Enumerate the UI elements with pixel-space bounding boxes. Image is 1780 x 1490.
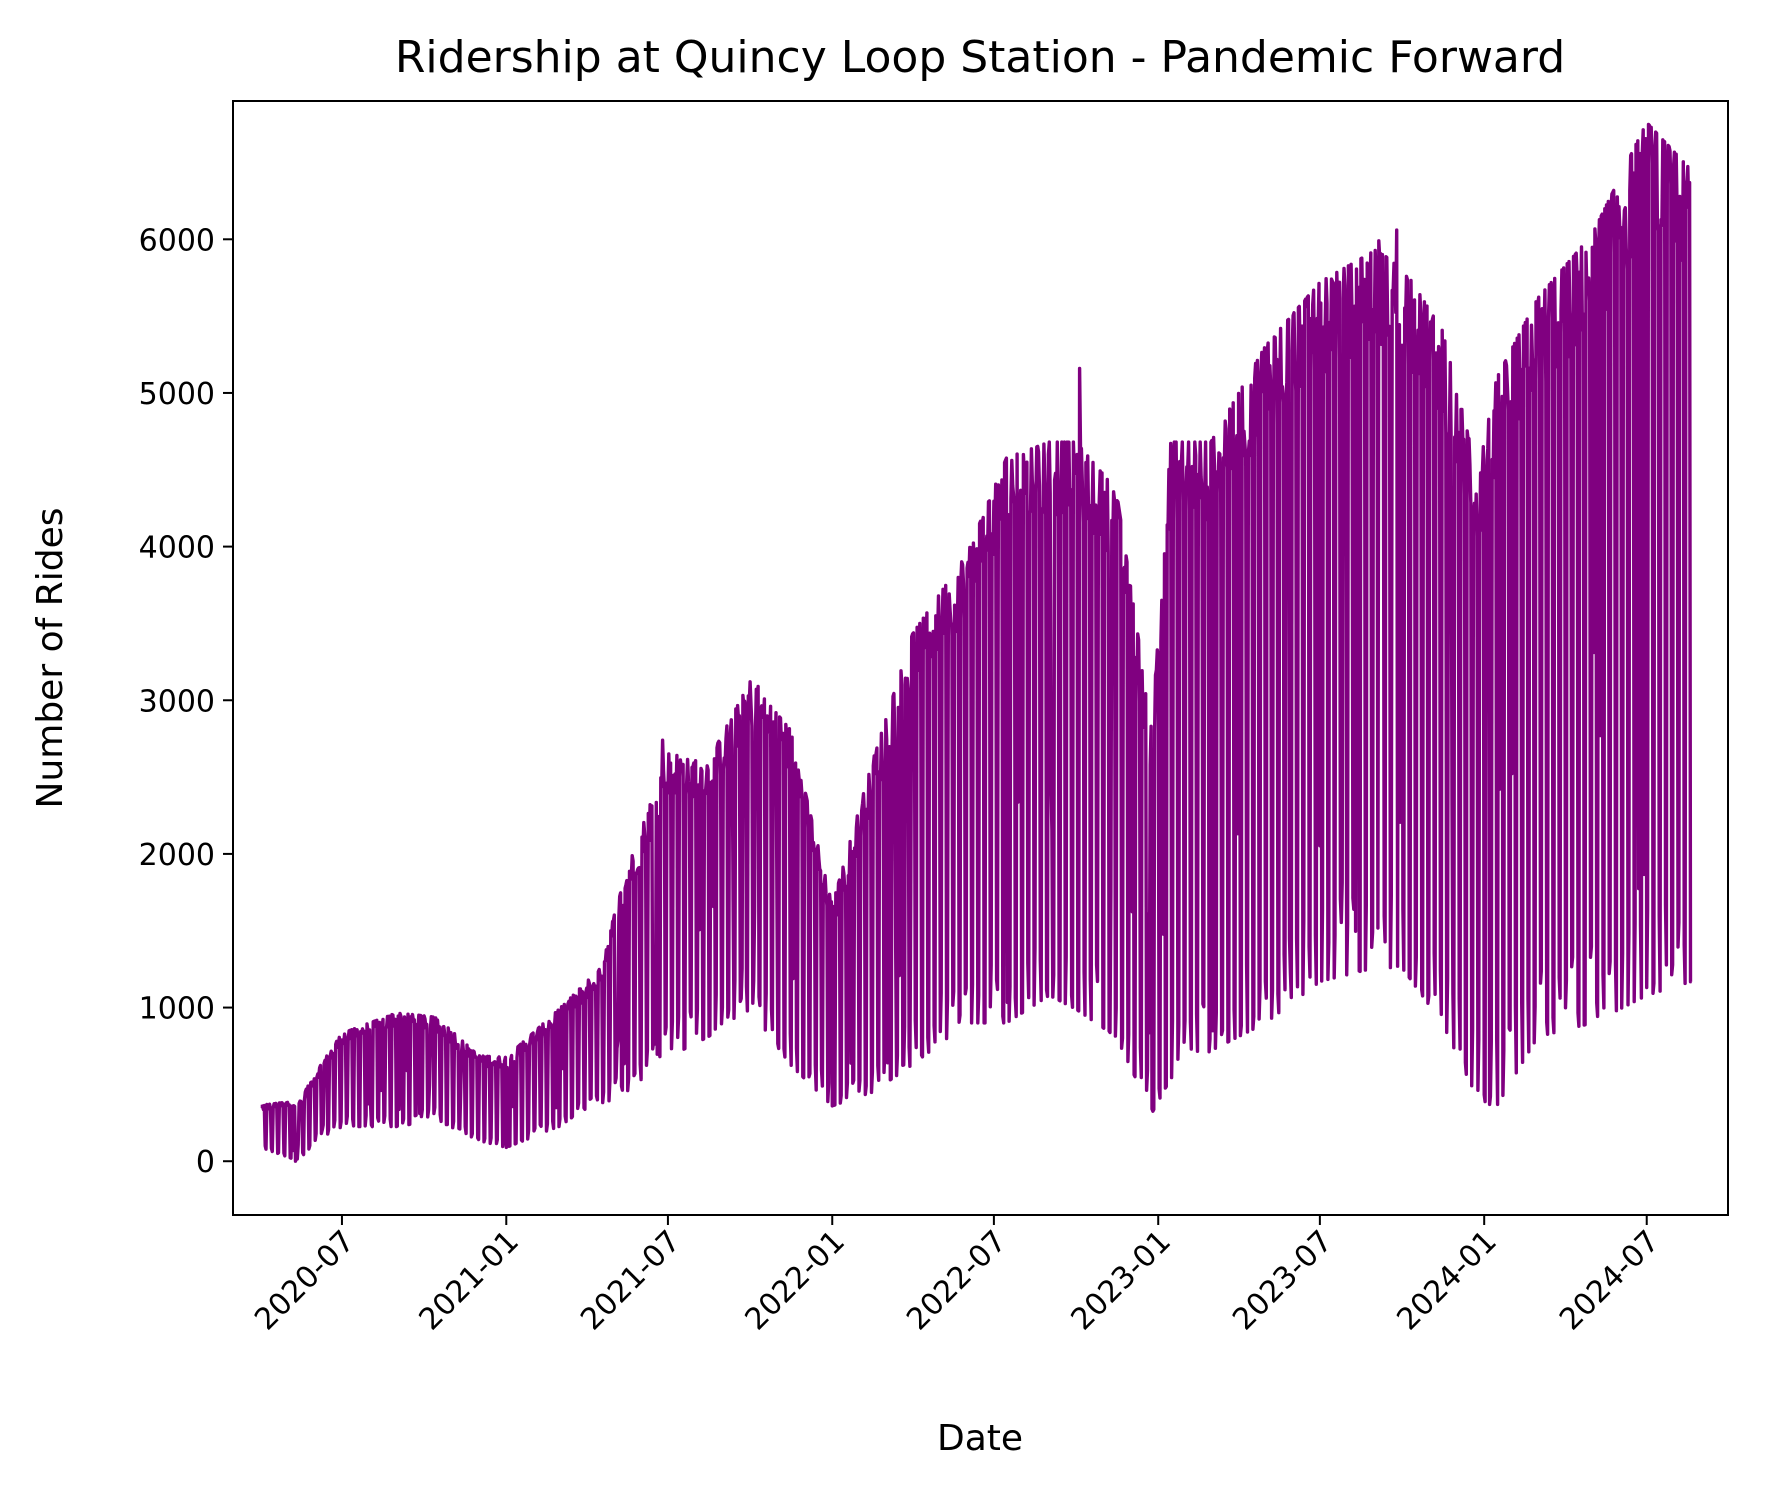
x-tick-label: 2023-07 <box>1226 1224 1339 1337</box>
series-line-layer <box>259 122 1693 1163</box>
chart-title: Ridership at Quincy Loop Station - Pande… <box>395 32 1565 83</box>
x-tick-label: 2022-01 <box>739 1224 852 1337</box>
y-tick-label: 0 <box>196 1145 215 1180</box>
y-tick-label: 2000 <box>139 838 215 873</box>
y-tick-label: 6000 <box>139 223 215 258</box>
x-tick-label: 2024-01 <box>1390 1224 1503 1337</box>
x-tick-label: 2022-07 <box>900 1224 1013 1337</box>
y-axis-label: Number of Rides <box>30 508 71 809</box>
y-tick-label: 3000 <box>139 684 215 719</box>
x-tick-label: 2021-01 <box>413 1224 526 1337</box>
plot-area-frame <box>232 100 1729 1216</box>
x-axis-ticks: 2020-07 2021-01 2021-07 2022-01 2022-07 2023-… <box>248 1215 1666 1337</box>
series-line <box>259 122 1693 1163</box>
y-tick-label: 1000 <box>139 992 215 1027</box>
y-tick-label: 5000 <box>139 377 215 412</box>
y-tick-label: 4000 <box>139 531 215 566</box>
y-axis-ticks: 0 1000 2000 3000 4000 5000 6000 <box>139 223 233 1180</box>
x-tick-label: 2023-01 <box>1064 1224 1177 1337</box>
x-axis-label: Date <box>937 1418 1023 1459</box>
x-tick-label: 2024-07 <box>1553 1224 1666 1337</box>
x-tick-label: 2020-07 <box>248 1224 361 1337</box>
x-tick-label: 2021-07 <box>574 1224 687 1337</box>
